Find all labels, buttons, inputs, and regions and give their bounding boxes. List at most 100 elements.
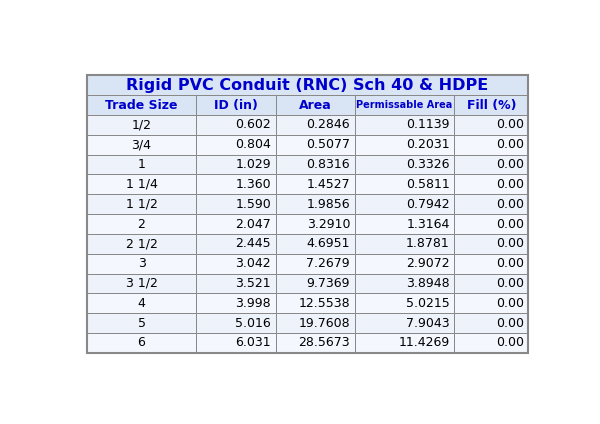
Bar (196, 194, 275, 214)
Bar (454, 293, 529, 313)
Bar (275, 273, 355, 293)
Bar (355, 313, 454, 333)
Text: 1.9856: 1.9856 (307, 198, 350, 211)
Bar (196, 313, 275, 333)
Bar (275, 234, 355, 254)
Bar (454, 273, 529, 293)
Bar (454, 333, 529, 353)
Bar (454, 95, 529, 115)
Bar (454, 313, 529, 333)
Bar (196, 214, 275, 234)
Text: 0.00: 0.00 (496, 237, 524, 250)
Text: 0.7942: 0.7942 (406, 198, 449, 211)
Text: 2.9072: 2.9072 (406, 257, 449, 270)
Bar (454, 175, 529, 194)
Text: 0.00: 0.00 (496, 198, 524, 211)
Text: 0.804: 0.804 (235, 138, 271, 151)
Bar (454, 194, 529, 214)
Text: 2.445: 2.445 (235, 237, 271, 250)
Bar (275, 95, 355, 115)
Text: 1.4527: 1.4527 (307, 178, 350, 191)
Bar (86, 273, 196, 293)
Text: 1: 1 (137, 158, 145, 171)
Text: 1.360: 1.360 (235, 178, 271, 191)
Bar (196, 115, 275, 135)
Text: 1.8781: 1.8781 (406, 237, 449, 250)
Text: 0.00: 0.00 (496, 317, 524, 329)
Text: 3.998: 3.998 (235, 297, 271, 310)
Bar (275, 115, 355, 135)
Text: 1.029: 1.029 (235, 158, 271, 171)
Text: 0.00: 0.00 (496, 277, 524, 290)
Text: 0.2846: 0.2846 (307, 118, 350, 131)
Bar (196, 293, 275, 313)
Text: 6.031: 6.031 (235, 337, 271, 349)
Bar (355, 254, 454, 273)
Text: 3/4: 3/4 (131, 138, 152, 151)
Bar (86, 333, 196, 353)
Bar (196, 333, 275, 353)
Text: 1.3164: 1.3164 (406, 218, 449, 231)
Bar (355, 293, 454, 313)
Bar (275, 175, 355, 194)
Text: 2: 2 (137, 218, 145, 231)
Bar (86, 75, 529, 353)
Bar (355, 194, 454, 214)
Bar (275, 194, 355, 214)
Bar (454, 115, 529, 135)
Text: 3.521: 3.521 (235, 277, 271, 290)
Text: 0.00: 0.00 (496, 297, 524, 310)
Bar (196, 175, 275, 194)
Bar (275, 214, 355, 234)
Text: 28.5673: 28.5673 (298, 337, 350, 349)
Text: 0.00: 0.00 (496, 118, 524, 131)
Text: 5.0215: 5.0215 (406, 297, 449, 310)
Bar (196, 95, 275, 115)
Text: 1 1/4: 1 1/4 (125, 178, 157, 191)
Text: 19.7608: 19.7608 (298, 317, 350, 329)
Bar (355, 333, 454, 353)
Text: 11.4269: 11.4269 (398, 337, 449, 349)
Text: 3.042: 3.042 (235, 257, 271, 270)
Text: 0.00: 0.00 (496, 218, 524, 231)
Text: 0.1139: 0.1139 (406, 118, 449, 131)
Bar (275, 313, 355, 333)
Bar (355, 214, 454, 234)
Text: 9.7369: 9.7369 (307, 277, 350, 290)
Bar (86, 313, 196, 333)
Bar (86, 194, 196, 214)
Bar (454, 155, 529, 175)
Text: 1.590: 1.590 (235, 198, 271, 211)
Text: 1 1/2: 1 1/2 (125, 198, 157, 211)
Text: 0.00: 0.00 (496, 138, 524, 151)
Bar (86, 155, 196, 175)
Text: 0.5811: 0.5811 (406, 178, 449, 191)
Text: 0.00: 0.00 (496, 158, 524, 171)
Text: 3.2910: 3.2910 (307, 218, 350, 231)
Text: 0.00: 0.00 (496, 337, 524, 349)
Bar (196, 254, 275, 273)
Bar (355, 273, 454, 293)
Text: 6: 6 (137, 337, 145, 349)
Bar (86, 254, 196, 273)
Bar (86, 135, 196, 155)
Text: 2.047: 2.047 (235, 218, 271, 231)
Text: Fill (%): Fill (%) (467, 99, 516, 112)
Text: 3.8948: 3.8948 (406, 277, 449, 290)
Text: 0.3326: 0.3326 (406, 158, 449, 171)
Text: 0.8316: 0.8316 (307, 158, 350, 171)
Bar (355, 135, 454, 155)
Bar (196, 273, 275, 293)
Text: 3: 3 (137, 257, 145, 270)
Text: Rigid PVC Conduit (RNC) Sch 40 & HDPE: Rigid PVC Conduit (RNC) Sch 40 & HDPE (127, 78, 488, 93)
Text: 2 1/2: 2 1/2 (125, 237, 157, 250)
Bar (275, 254, 355, 273)
Text: ID (in): ID (in) (214, 99, 258, 112)
Bar (454, 254, 529, 273)
Text: 5: 5 (137, 317, 146, 329)
Bar (196, 135, 275, 155)
Text: 0.00: 0.00 (496, 178, 524, 191)
Bar (355, 115, 454, 135)
Bar (86, 95, 196, 115)
Bar (454, 214, 529, 234)
